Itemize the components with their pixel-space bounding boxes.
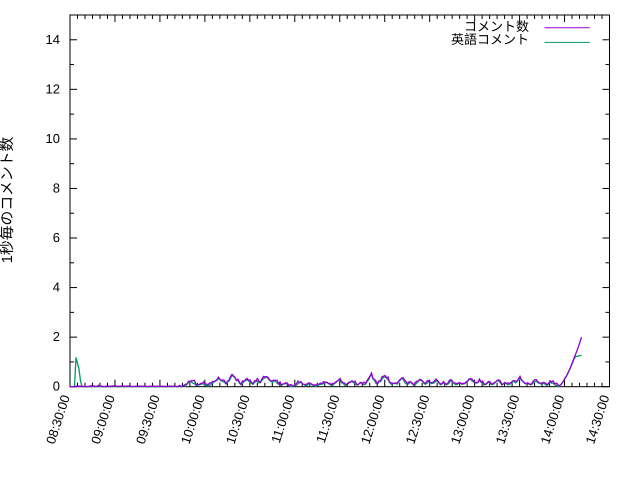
svg-text:10: 10 bbox=[46, 131, 60, 146]
svg-text:6: 6 bbox=[53, 230, 60, 245]
svg-text:0: 0 bbox=[53, 379, 60, 394]
svg-text:12: 12 bbox=[46, 81, 60, 96]
svg-text:英語コメント: 英語コメント bbox=[451, 32, 529, 47]
svg-text:2: 2 bbox=[53, 329, 60, 344]
svg-text:1秒毎のコメント数: 1秒毎のコメント数 bbox=[0, 136, 16, 263]
svg-text:8: 8 bbox=[53, 180, 60, 195]
svg-text:14: 14 bbox=[46, 32, 60, 47]
svg-text:4: 4 bbox=[53, 280, 60, 295]
